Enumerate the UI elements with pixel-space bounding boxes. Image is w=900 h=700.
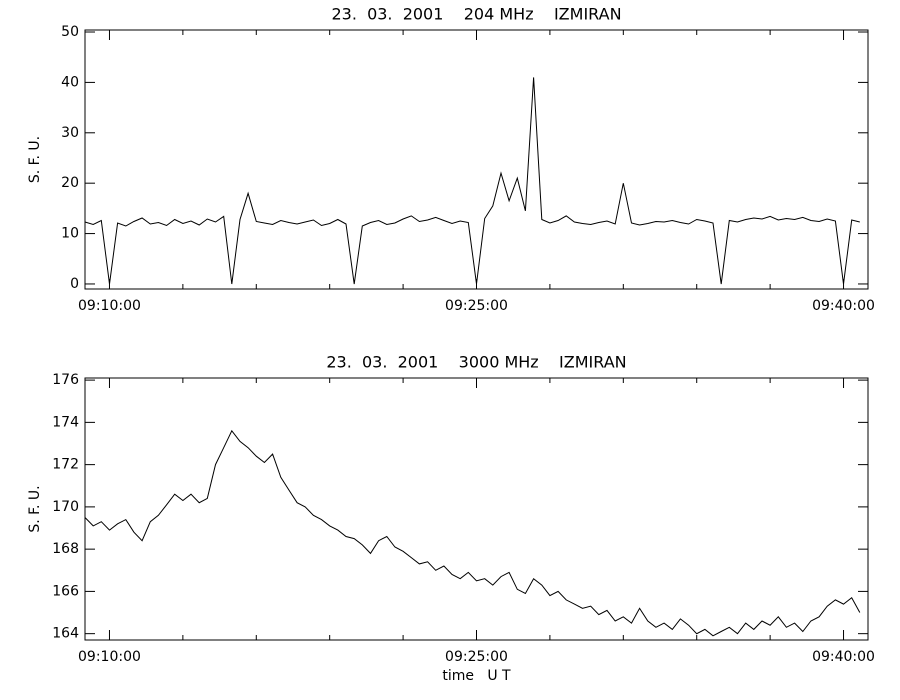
y-axis-label: S. F. U. [27, 136, 43, 183]
x-axis-label: time U T [442, 668, 511, 684]
y-tick-label: 172 [52, 457, 79, 473]
x-tick-label: 09:40:00 [812, 649, 875, 665]
y-tick-label: 168 [52, 541, 79, 557]
y-tick-label: 20 [61, 175, 79, 191]
data-line [84, 429, 861, 637]
y-tick-label: 170 [52, 499, 79, 515]
x-tick-label: 09:10:00 [78, 649, 141, 665]
x-tick-label: 09:25:00 [445, 649, 508, 665]
x-tick-label: 09:25:00 [445, 298, 508, 314]
y-tick-label: 50 [61, 24, 79, 40]
y-tick-label: 0 [70, 276, 79, 292]
chart-title: 23. 03. 2001 3000 MHz IZMIRAN [326, 353, 626, 372]
y-tick-label: 174 [52, 414, 79, 430]
x-tick-label: 09:10:00 [78, 298, 141, 314]
chart-title: 23. 03. 2001 204 MHz IZMIRAN [331, 5, 621, 24]
y-tick-label: 30 [61, 125, 79, 141]
y-axis-label: S. F. U. [27, 485, 43, 532]
plot-frame [84, 377, 869, 641]
y-tick-label: 164 [52, 626, 79, 642]
y-tick-label: 10 [61, 226, 79, 242]
x-tick-label: 09:40:00 [812, 298, 875, 314]
data-line [84, 77, 860, 285]
y-tick-label: 176 [52, 372, 79, 388]
plot-frame [84, 29, 869, 290]
y-tick-label: 40 [61, 74, 79, 90]
y-tick-label: 166 [52, 583, 79, 599]
